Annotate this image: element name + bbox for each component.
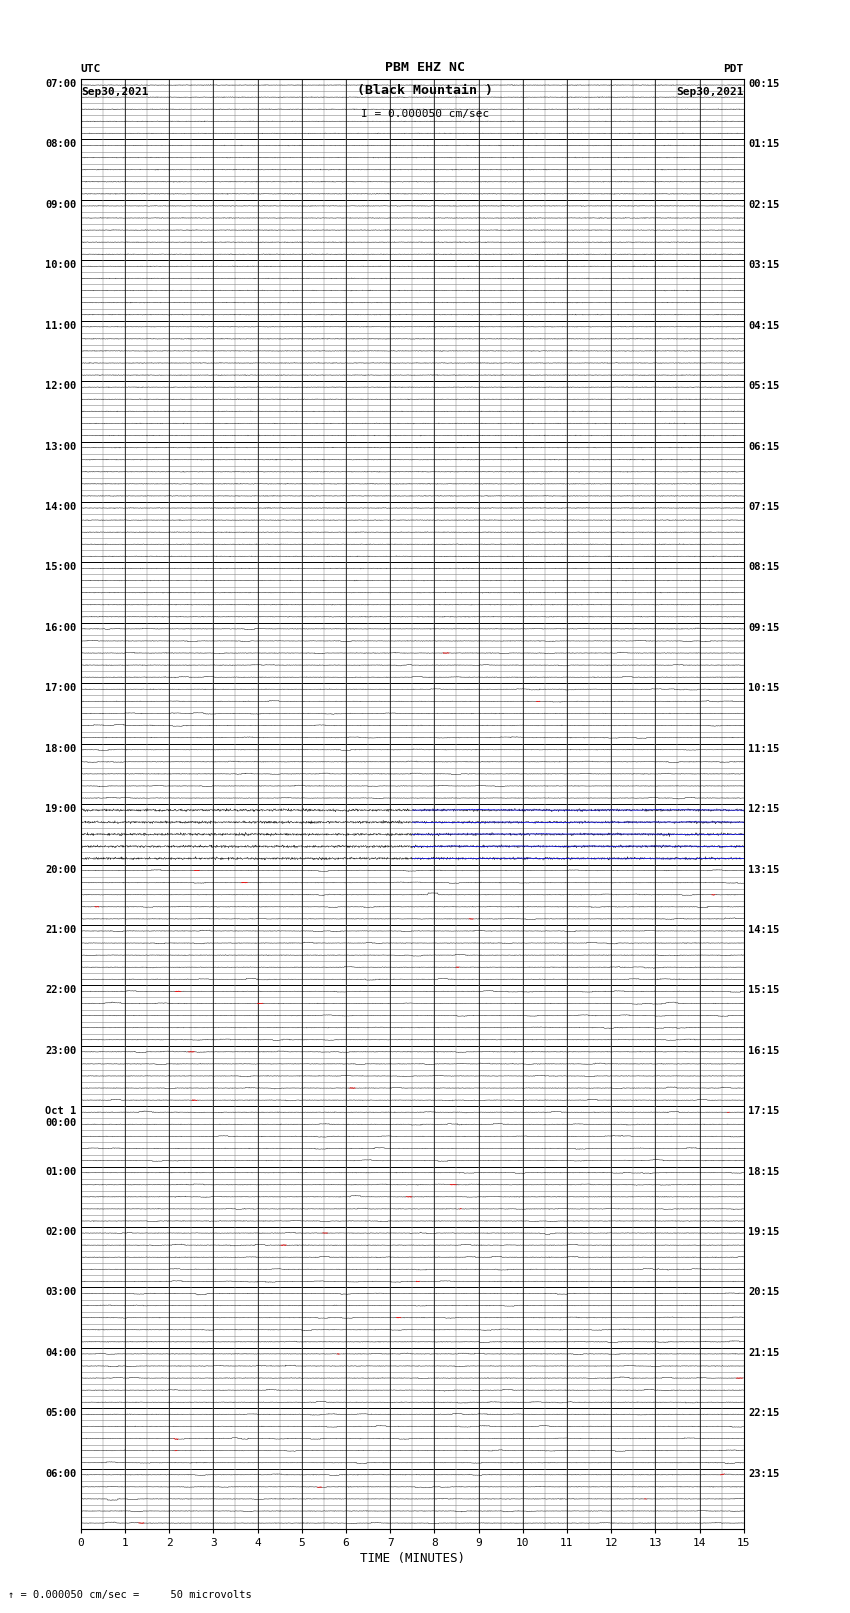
Text: 23:00: 23:00 <box>45 1045 76 1057</box>
Text: 17:15: 17:15 <box>748 1107 779 1116</box>
Text: 19:00: 19:00 <box>45 805 76 815</box>
Text: 20:15: 20:15 <box>748 1287 779 1297</box>
Text: 02:00: 02:00 <box>45 1227 76 1237</box>
Text: 01:15: 01:15 <box>748 139 779 150</box>
Text: 03:15: 03:15 <box>748 260 779 271</box>
Text: PBM EHZ NC: PBM EHZ NC <box>385 61 465 74</box>
Text: 10:15: 10:15 <box>748 684 779 694</box>
Text: 17:00: 17:00 <box>45 684 76 694</box>
Text: 00:15: 00:15 <box>748 79 779 89</box>
Text: 18:15: 18:15 <box>748 1166 779 1176</box>
Text: 20:00: 20:00 <box>45 865 76 874</box>
Text: PDT: PDT <box>723 65 744 74</box>
Text: 16:15: 16:15 <box>748 1045 779 1057</box>
Text: 21:15: 21:15 <box>748 1348 779 1358</box>
Text: 21:00: 21:00 <box>45 924 76 936</box>
Text: Sep30,2021: Sep30,2021 <box>677 87 744 97</box>
Text: I = 0.000050 cm/sec: I = 0.000050 cm/sec <box>361 110 489 119</box>
Text: UTC: UTC <box>81 65 101 74</box>
Text: 14:00: 14:00 <box>45 502 76 511</box>
Text: 22:15: 22:15 <box>748 1408 779 1418</box>
Text: 07:00: 07:00 <box>45 79 76 89</box>
Text: 06:00: 06:00 <box>45 1469 76 1479</box>
Text: 13:00: 13:00 <box>45 442 76 452</box>
Text: 15:15: 15:15 <box>748 986 779 995</box>
Text: 19:15: 19:15 <box>748 1227 779 1237</box>
Text: 23:15: 23:15 <box>748 1469 779 1479</box>
Text: 08:00: 08:00 <box>45 139 76 150</box>
Text: 04:15: 04:15 <box>748 321 779 331</box>
Text: 01:00: 01:00 <box>45 1166 76 1176</box>
Text: Oct 1
00:00: Oct 1 00:00 <box>45 1107 76 1127</box>
Text: 11:00: 11:00 <box>45 321 76 331</box>
Text: 11:15: 11:15 <box>748 744 779 753</box>
X-axis label: TIME (MINUTES): TIME (MINUTES) <box>360 1552 465 1565</box>
Text: 13:15: 13:15 <box>748 865 779 874</box>
Text: 03:00: 03:00 <box>45 1287 76 1297</box>
Text: 06:15: 06:15 <box>748 442 779 452</box>
Text: 04:00: 04:00 <box>45 1348 76 1358</box>
Text: 05:15: 05:15 <box>748 381 779 390</box>
Text: (Black Mountain ): (Black Mountain ) <box>357 84 493 97</box>
Text: 02:15: 02:15 <box>748 200 779 210</box>
Text: 05:00: 05:00 <box>45 1408 76 1418</box>
Text: 16:00: 16:00 <box>45 623 76 632</box>
Text: 08:15: 08:15 <box>748 563 779 573</box>
Text: 22:00: 22:00 <box>45 986 76 995</box>
Text: 12:15: 12:15 <box>748 805 779 815</box>
Text: 09:00: 09:00 <box>45 200 76 210</box>
Text: 09:15: 09:15 <box>748 623 779 632</box>
Text: 10:00: 10:00 <box>45 260 76 271</box>
Text: ↑ = 0.000050 cm/sec =     50 microvolts: ↑ = 0.000050 cm/sec = 50 microvolts <box>8 1590 252 1600</box>
Text: 14:15: 14:15 <box>748 924 779 936</box>
Text: Sep30,2021: Sep30,2021 <box>81 87 148 97</box>
Text: 18:00: 18:00 <box>45 744 76 753</box>
Text: 12:00: 12:00 <box>45 381 76 390</box>
Text: 07:15: 07:15 <box>748 502 779 511</box>
Text: 15:00: 15:00 <box>45 563 76 573</box>
